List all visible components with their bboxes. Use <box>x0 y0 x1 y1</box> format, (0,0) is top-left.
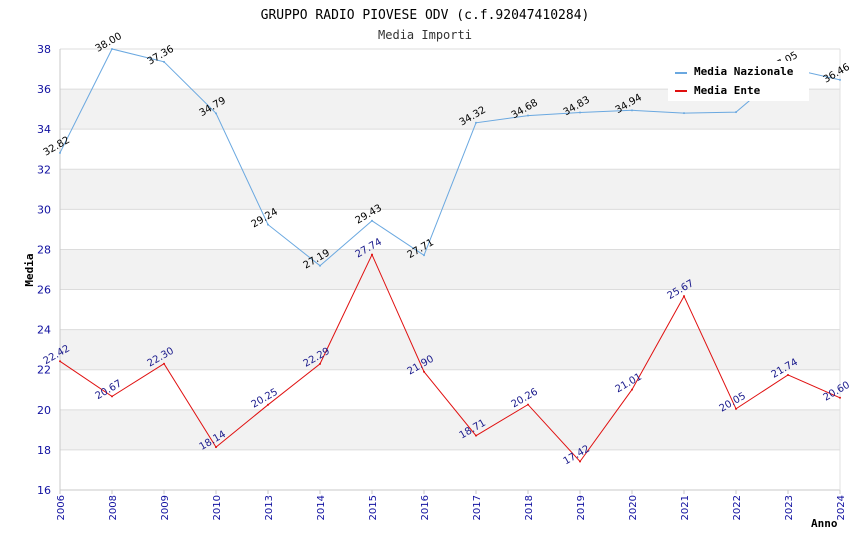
x-tick-label: 2020 <box>628 495 639 520</box>
y-tick-label: 30 <box>37 203 51 216</box>
data-point <box>579 460 581 463</box>
data-point <box>215 446 217 449</box>
x-tick-label: 2018 <box>524 495 535 520</box>
data-point <box>371 253 373 256</box>
data-point <box>631 109 633 112</box>
data-point <box>527 403 529 406</box>
y-tick-label: 24 <box>37 324 51 337</box>
data-point <box>683 295 685 298</box>
data-point <box>319 362 321 365</box>
background-band <box>60 249 840 290</box>
data-point <box>163 362 165 365</box>
data-point <box>267 223 269 226</box>
x-axis-ticks: 2006 2008 2009 2010 2013 2014 2015 2016 2017 2018… <box>56 490 847 520</box>
y-tick-label: 28 <box>37 243 51 256</box>
x-tick-label: 2006 <box>56 495 67 520</box>
x-tick-label: 2019 <box>576 495 587 520</box>
y-tick-label: 32 <box>37 163 51 176</box>
x-tick-label: 2022 <box>732 495 743 520</box>
y-tick-label: 20 <box>37 404 51 417</box>
x-tick-label: 2010 <box>212 495 223 520</box>
data-point <box>683 112 685 115</box>
background-bands <box>60 49 840 490</box>
y-tick-label: 36 <box>37 83 51 96</box>
data-point <box>163 60 165 63</box>
axes <box>59 49 841 491</box>
data-point <box>839 78 841 81</box>
x-tick-label: 2017 <box>472 495 483 520</box>
data-point <box>839 396 841 399</box>
data-point <box>371 219 373 222</box>
background-band <box>60 409 840 450</box>
background-band <box>60 329 840 370</box>
y-tick-label: 16 <box>37 484 51 497</box>
data-point <box>579 111 581 114</box>
legend-label-ente: Media Ente <box>694 84 761 97</box>
x-axis-label: Anno <box>811 517 838 530</box>
series-lines <box>59 48 841 463</box>
legend-label-nazionale: Media Nazionale <box>694 65 794 78</box>
legend-box <box>668 61 809 101</box>
data-point <box>59 360 61 363</box>
x-tick-label: 2024 <box>836 495 847 520</box>
y-tick-label: 22 <box>37 364 51 377</box>
data-point <box>735 407 737 410</box>
data-point <box>527 114 529 117</box>
data-point <box>631 388 633 391</box>
data-point <box>111 48 113 50</box>
legend: Media Nazionale Media Ente <box>668 61 809 101</box>
x-tick-label: 2009 <box>160 495 171 520</box>
y-tick-label: 26 <box>37 284 51 297</box>
data-point <box>787 373 789 376</box>
x-tick-label: 2015 <box>368 495 379 520</box>
data-point <box>735 111 737 114</box>
data-point <box>59 151 61 154</box>
x-tick-label: 2023 <box>784 495 795 520</box>
data-point <box>267 403 269 406</box>
series-line-media-nazionale <box>59 48 841 267</box>
data-point <box>215 112 217 115</box>
data-point <box>475 121 477 124</box>
x-tick-label: 2013 <box>264 495 275 520</box>
chart-subtitle: Media Importi <box>378 28 472 42</box>
x-tick-label: 2008 <box>108 495 119 520</box>
series-line-media-ente <box>59 253 841 463</box>
data-point <box>319 264 321 267</box>
y-axis-ticks: 16 18 20 22 24 26 28 30 32 34 36 38 <box>37 43 51 497</box>
data-point <box>475 434 477 437</box>
x-tick-label: 2021 <box>680 495 691 520</box>
data-point <box>423 254 425 257</box>
data-point <box>423 370 425 373</box>
x-tick-label: 2014 <box>316 495 327 520</box>
y-tick-label: 34 <box>37 123 51 136</box>
x-tick-label: 2016 <box>420 495 431 520</box>
y-axis-label: Media <box>23 253 36 286</box>
chart-title: GRUPPO RADIO PIOVESE ODV (c.f.9204741028… <box>261 8 590 23</box>
y-tick-label: 38 <box>37 43 51 56</box>
y-tick-label: 18 <box>37 444 51 457</box>
data-point <box>111 395 113 398</box>
gridlines <box>60 48 840 491</box>
